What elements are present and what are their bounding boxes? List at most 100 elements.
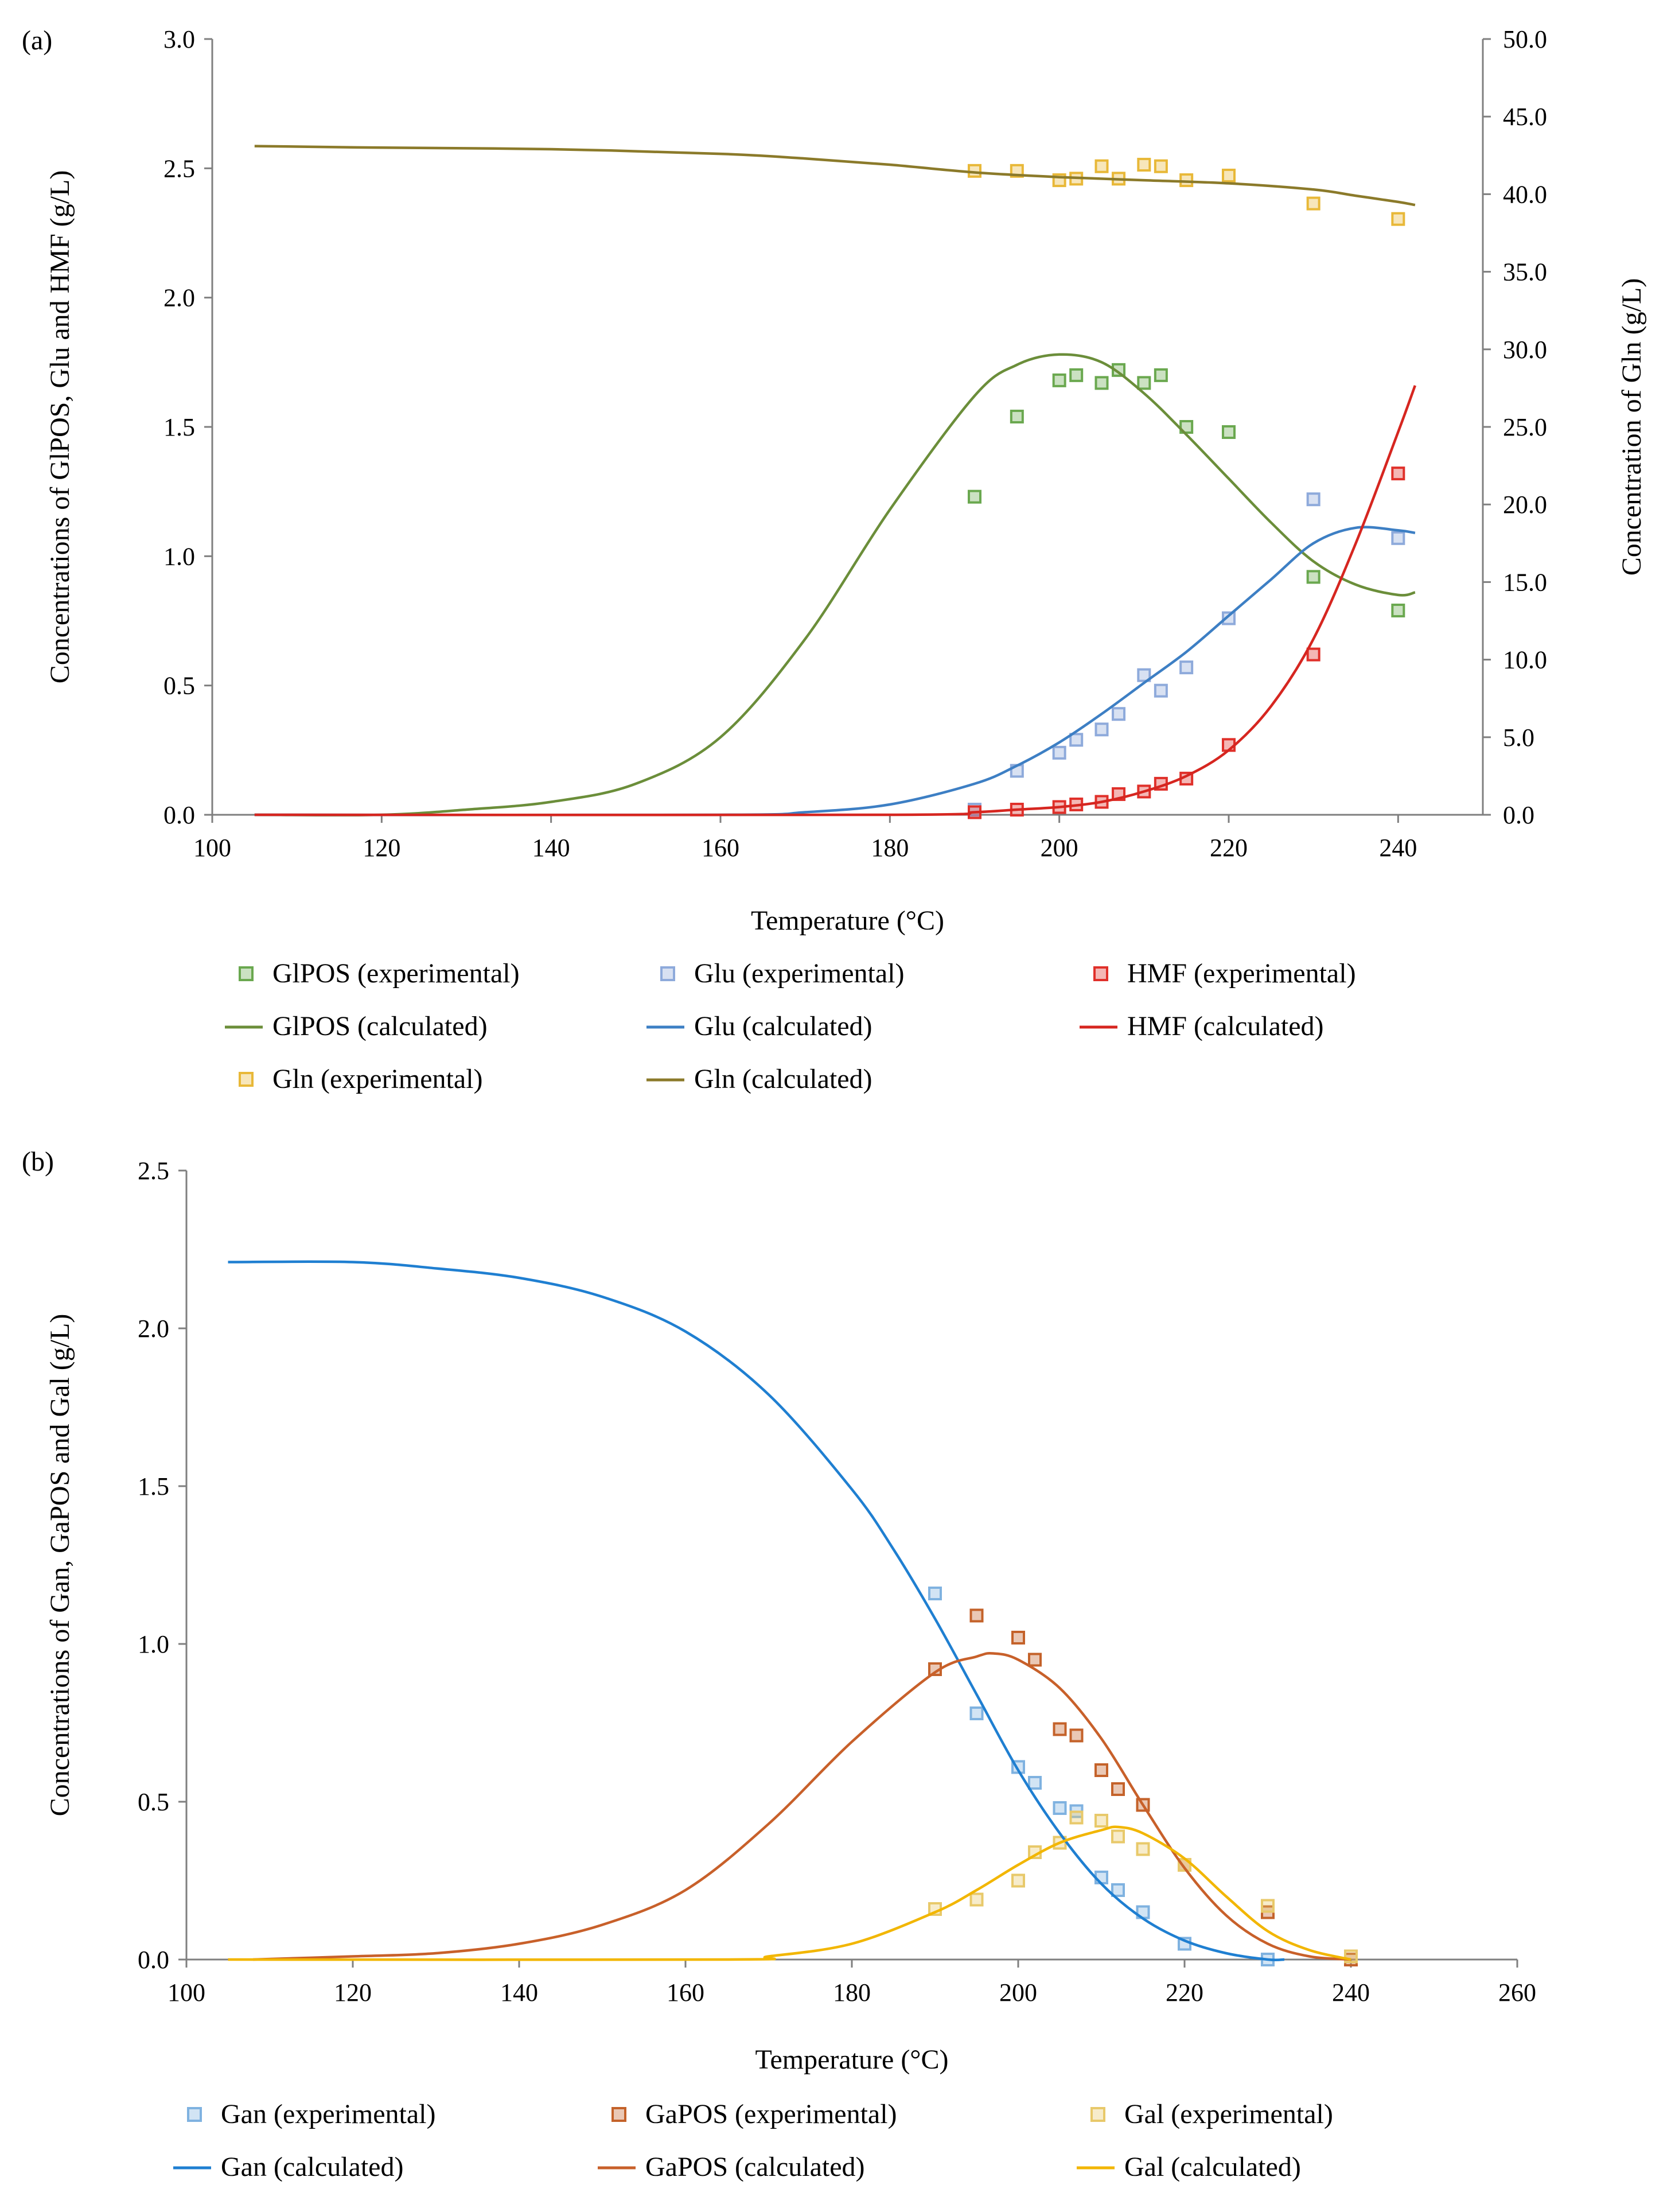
legend-label: Gan (calculated) bbox=[221, 2152, 403, 2182]
series-glu-experimental bbox=[968, 492, 1405, 817]
y2-tick-label: 35.0 bbox=[1503, 258, 1547, 286]
y2-tick-label: 40.0 bbox=[1503, 180, 1547, 208]
x-tick-label: 140 bbox=[532, 834, 570, 862]
data-point-glpos-experimental bbox=[968, 489, 981, 504]
data-point-glu-experimental bbox=[1112, 707, 1126, 721]
x-tick-label: 160 bbox=[702, 834, 739, 862]
legend-label: GaPOS (experimental) bbox=[645, 2099, 897, 2129]
legend-entry-hmf-experimental: HMF (experimental) bbox=[1093, 958, 1356, 989]
legend-label: HMF (experimental) bbox=[1127, 958, 1356, 989]
data-point-gan-experimental bbox=[1053, 1801, 1067, 1815]
data-point-gapos-experimental bbox=[1111, 1782, 1125, 1796]
data-point-glpos-experimental bbox=[1010, 409, 1024, 423]
chart-panel-a: (a) 100 120 140 160 180 200 220 240 0.0 0.5 1.0 1.5 2… bbox=[22, 25, 1647, 1094]
x-tick-label: 240 bbox=[1379, 834, 1417, 862]
data-point-glu-experimental bbox=[1094, 722, 1109, 737]
x-tick-label: 140 bbox=[500, 1978, 538, 2007]
legend-entry-gln-calculated: Gln (calculated) bbox=[646, 1064, 872, 1094]
y-tick-label: 1.5 bbox=[138, 1472, 169, 1500]
series-glu-calculated bbox=[254, 526, 1416, 817]
legend-label: GlPOS (calculated) bbox=[272, 1011, 488, 1041]
series-line-glpos-calculated bbox=[254, 353, 1416, 817]
series-glpos-experimental bbox=[968, 363, 1405, 617]
x-tick-label: 260 bbox=[1498, 1978, 1536, 2007]
series-gln-calculated bbox=[254, 145, 1416, 207]
y-tick-label: 2.0 bbox=[163, 284, 195, 312]
data-point-glpos-experimental bbox=[1179, 420, 1194, 434]
data-point-gal-experimental bbox=[1111, 1829, 1125, 1844]
data-point-gln-experimental bbox=[1306, 196, 1320, 211]
data-point-gan-experimental bbox=[969, 1706, 984, 1720]
panel-label: (b) bbox=[22, 1146, 54, 1177]
y-tick-label: 3.0 bbox=[163, 25, 195, 53]
data-point-gal-experimental bbox=[1011, 1873, 1025, 1888]
legend: GlPOS (experimental) Glu (experimental) HM… bbox=[225, 958, 1356, 1094]
data-point-glpos-experimental bbox=[1154, 368, 1168, 382]
x-tick-label: 200 bbox=[1041, 834, 1078, 862]
y-tick-label: 2.5 bbox=[138, 1157, 169, 1185]
series-line-glu-calculated bbox=[254, 526, 1416, 817]
data-point-glu-experimental bbox=[1137, 668, 1151, 682]
legend: Gan (experimental) GaPOS (experimental) Ga… bbox=[173, 2099, 1333, 2182]
legend-label: Glu (experimental) bbox=[694, 958, 905, 989]
data-point-gln-experimental bbox=[1222, 168, 1236, 182]
data-point-glpos-experimental bbox=[1306, 570, 1320, 584]
legend-entry-hmf-calculated: HMF (calculated) bbox=[1080, 1011, 1324, 1041]
data-point-glu-experimental bbox=[1306, 492, 1320, 507]
legend-marker-swatch bbox=[660, 966, 675, 981]
x-tick-label: 240 bbox=[1332, 1978, 1370, 2007]
legend-label: Gln (experimental) bbox=[272, 1064, 483, 1094]
data-point-hmf-experimental bbox=[1391, 466, 1405, 481]
series-line-gapos-calculated bbox=[252, 1651, 1351, 1961]
x-tick-label: 120 bbox=[334, 1978, 372, 2007]
data-point-gan-experimental bbox=[928, 1587, 942, 1600]
legend-marker-swatch bbox=[611, 2107, 626, 2122]
data-point-gapos-experimental bbox=[1011, 1631, 1025, 1645]
legend-label: Gal (experimental) bbox=[1124, 2099, 1333, 2129]
y-tick-label: 1.5 bbox=[163, 413, 195, 441]
x-tick-label: 220 bbox=[1210, 834, 1248, 862]
y-tick-label: 1.0 bbox=[163, 542, 195, 570]
legend-entry-gan-experimental: Gan (experimental) bbox=[187, 2099, 435, 2129]
legend-marker-swatch bbox=[1090, 2107, 1105, 2122]
y2-tick-label: 15.0 bbox=[1503, 568, 1547, 596]
legend-label: Gln (calculated) bbox=[694, 1064, 872, 1094]
legend-marker-swatch bbox=[1093, 966, 1108, 981]
data-point-glpos-experimental bbox=[1069, 368, 1084, 382]
series-hmf-experimental bbox=[968, 466, 1405, 819]
x-axis-label: Temperature (°C) bbox=[751, 905, 944, 936]
y2-tick-label: 25.0 bbox=[1503, 413, 1547, 441]
data-point-gan-experimental bbox=[1094, 1871, 1108, 1884]
legend-label: HMF (calculated) bbox=[1127, 1011, 1324, 1041]
y-tick-label: 0.0 bbox=[163, 801, 195, 829]
data-point-gapos-experimental bbox=[1053, 1722, 1067, 1736]
y2-tick-label: 20.0 bbox=[1503, 491, 1547, 519]
data-point-glpos-experimental bbox=[1222, 425, 1236, 440]
legend-entry-glpos-experimental: GlPOS (experimental) bbox=[239, 958, 520, 989]
legend-label: Gal (calculated) bbox=[1124, 2152, 1301, 2182]
y-tick-label: 0.0 bbox=[138, 1946, 169, 1974]
y-axis-label: Concentrations of GlPOS, Glu and HMF (g/… bbox=[45, 170, 75, 684]
x-tick-label: 160 bbox=[667, 1978, 704, 2007]
data-point-glu-experimental bbox=[1391, 531, 1405, 545]
legend-label: Gan (experimental) bbox=[221, 2099, 435, 2129]
y-tick-label: 2.5 bbox=[163, 154, 195, 182]
data-point-gal-experimental bbox=[1136, 1842, 1150, 1856]
data-point-gal-experimental bbox=[1094, 1814, 1108, 1828]
legend-label: GaPOS (calculated) bbox=[645, 2152, 865, 2182]
data-point-glu-experimental bbox=[1069, 733, 1084, 747]
data-point-glu-experimental bbox=[1179, 660, 1194, 675]
x-tick-label: 100 bbox=[168, 1978, 205, 2007]
x-tick-label: 220 bbox=[1166, 1978, 1203, 2007]
x-tick-label: 200 bbox=[999, 1978, 1037, 2007]
data-point-gal-experimental bbox=[1069, 1810, 1084, 1825]
data-point-gapos-experimental bbox=[1094, 1763, 1108, 1777]
y2-axis-label: Concentration of Gln (g/L) bbox=[1616, 278, 1647, 576]
data-point-gan-experimental bbox=[1028, 1776, 1042, 1790]
legend-label: Glu (calculated) bbox=[694, 1011, 872, 1041]
legend-entry-glpos-calculated: GlPOS (calculated) bbox=[225, 1011, 488, 1041]
legend-label: GlPOS (experimental) bbox=[272, 958, 520, 989]
data-point-gapos-experimental bbox=[969, 1608, 984, 1623]
series-gapos-calculated bbox=[252, 1651, 1351, 1961]
